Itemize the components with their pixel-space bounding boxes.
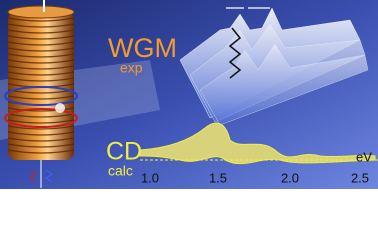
exp-label: exp	[120, 60, 143, 76]
tick-label: 2.0	[281, 170, 299, 185]
calc-label: calc	[108, 163, 133, 179]
coil	[4, 0, 78, 188]
tick-label: 1.0	[141, 170, 159, 185]
tick-label: 2.5	[351, 170, 369, 185]
wgm-label: WGM	[108, 33, 177, 63]
graphic: WGM exp CD calc eV 1.0 1.5 2.0 2.5	[0, 0, 378, 189]
tick-label: 1.5	[209, 170, 227, 185]
cd-curve	[139, 122, 376, 165]
cd-label: CD	[106, 138, 142, 166]
unit-label: eV	[356, 149, 372, 164]
tick-labels: 1.0 1.5 2.0 2.5	[141, 170, 369, 185]
zigzag	[228, 27, 242, 79]
